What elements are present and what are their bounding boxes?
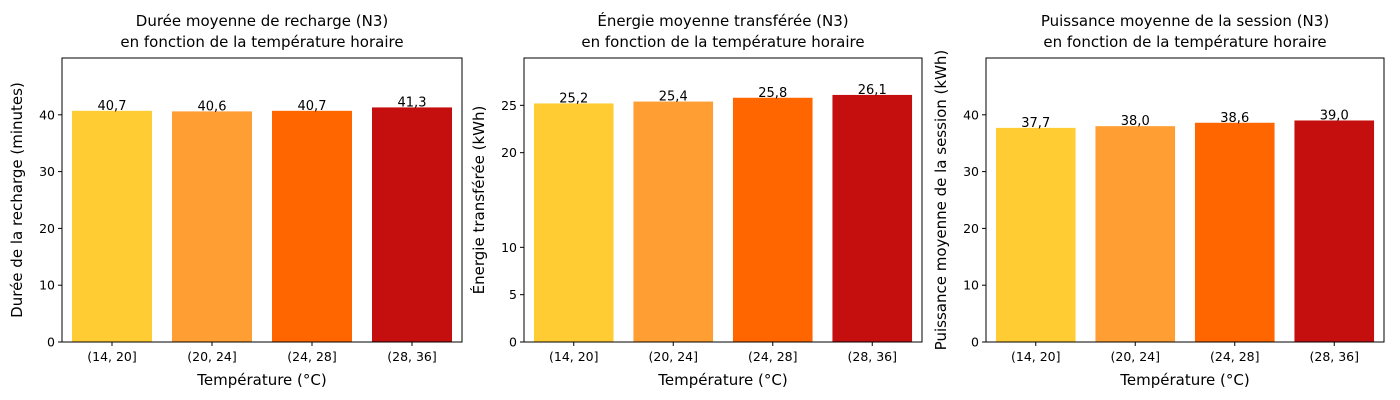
bar-1 bbox=[533, 103, 614, 342]
y-tick-label-1: 0 bbox=[509, 335, 517, 350]
x-tick-label-1: (14, 20] bbox=[87, 349, 137, 364]
y-axis-label: Énergie transférée (kWh) bbox=[469, 106, 488, 295]
bar-value-label-3: 25,8 bbox=[758, 86, 787, 101]
y-tick-label-5: 40 bbox=[39, 107, 55, 122]
chart-panel-2: 25,2 25,4 25,8 26,1 0 5 10 20 25 (14, 20] (20, 24]… bbox=[469, 11, 923, 389]
y-tick-label-4: 20 bbox=[501, 145, 517, 160]
plot-frame bbox=[523, 57, 923, 343]
bar-value-label-2: 38,0 bbox=[1121, 114, 1150, 129]
x-tick-label-1: (14, 20] bbox=[549, 349, 599, 364]
y-tick-label-1: 0 bbox=[47, 335, 55, 350]
y-tick-label-3: 20 bbox=[963, 221, 979, 236]
bar-4 bbox=[372, 107, 452, 342]
x-tick-label-4: (28, 36] bbox=[387, 349, 437, 364]
bar-2 bbox=[633, 101, 714, 343]
x-tick-label-3: (24, 28] bbox=[1210, 349, 1260, 364]
x-tick-label-1: (14, 20] bbox=[1011, 349, 1061, 364]
chart-title-line-1: Puissance moyenne de la session (N3) bbox=[1041, 12, 1329, 30]
bar-4 bbox=[832, 94, 913, 342]
bar-value-label-4: 39,0 bbox=[1320, 108, 1349, 123]
chart-title-line-2: en fonction de la température horaire bbox=[120, 33, 403, 51]
bar-4 bbox=[1294, 120, 1375, 342]
y-tick-label-1: 0 bbox=[971, 335, 979, 350]
y-tick-label-4: 30 bbox=[963, 164, 979, 179]
bar-value-label-1: 37,7 bbox=[1021, 116, 1050, 131]
y-tick-label-4: 30 bbox=[39, 164, 55, 179]
bar-value-label-2: 25,4 bbox=[659, 90, 688, 105]
x-tick-label-3: (24, 28] bbox=[748, 349, 798, 364]
bar-value-label-3: 40,7 bbox=[298, 99, 327, 114]
chart-title-line-2: en fonction de la température horaire bbox=[1043, 33, 1326, 51]
bar-value-label-4: 26,1 bbox=[858, 83, 887, 98]
bar-1 bbox=[72, 110, 152, 342]
bar-2 bbox=[1095, 126, 1176, 342]
x-tick-label-2: (20, 24] bbox=[1110, 349, 1160, 364]
bar-3 bbox=[1194, 122, 1275, 342]
bar-value-label-2: 40,6 bbox=[198, 99, 227, 114]
chart-title-line-1: Énergie moyenne transférée (N3) bbox=[597, 11, 848, 30]
y-tick-label-2: 10 bbox=[963, 278, 979, 293]
bar-3 bbox=[732, 97, 813, 342]
y-tick-label-3: 10 bbox=[501, 240, 517, 255]
x-tick-label-4: (28, 36] bbox=[847, 349, 897, 364]
chart-panel-1: 40,7 40,6 40,7 41,3 0 10 20 30 40 (14, 20] (20, 24… bbox=[8, 12, 463, 389]
chart-panel-3: 37,7 38,0 38,6 39,0 0 10 20 30 40 (14, 20] (20, 24… bbox=[932, 12, 1385, 389]
bar-2 bbox=[172, 111, 252, 342]
x-tick-label-3: (24, 28] bbox=[287, 349, 337, 364]
x-tick-label-2: (20, 24] bbox=[187, 349, 237, 364]
y-tick-label-5: 40 bbox=[963, 107, 979, 122]
plot-frame bbox=[61, 57, 463, 343]
chart-title-line-2: en fonction de la température horaire bbox=[581, 33, 864, 51]
bar-1 bbox=[995, 127, 1076, 342]
y-axis-label: Puissance moyenne de la session (kWh) bbox=[932, 50, 950, 351]
y-axis-label: Durée de la recharge (minutes) bbox=[8, 82, 26, 318]
x-tick-label-2: (20, 24] bbox=[648, 349, 698, 364]
y-tick-label-5: 25 bbox=[501, 98, 517, 113]
bar-value-label-4: 41,3 bbox=[398, 95, 427, 110]
y-tick-label-2: 10 bbox=[39, 278, 55, 293]
y-tick-label-3: 20 bbox=[39, 221, 55, 236]
bar-value-label-3: 38,6 bbox=[1220, 111, 1249, 126]
bar-value-label-1: 25,2 bbox=[559, 91, 588, 106]
x-axis-label: Température (°C) bbox=[1119, 371, 1249, 389]
plot-frame bbox=[985, 57, 1385, 343]
bar-value-label-1: 40,7 bbox=[98, 99, 127, 114]
chart-title-line-1: Durée moyenne de recharge (N3) bbox=[136, 12, 388, 30]
y-tick-label-2: 5 bbox=[509, 287, 517, 302]
bar-3 bbox=[272, 110, 352, 342]
x-axis-label: Température (°C) bbox=[196, 371, 326, 389]
x-tick-label-4: (28, 36] bbox=[1309, 349, 1359, 364]
x-axis-label: Température (°C) bbox=[657, 371, 787, 389]
